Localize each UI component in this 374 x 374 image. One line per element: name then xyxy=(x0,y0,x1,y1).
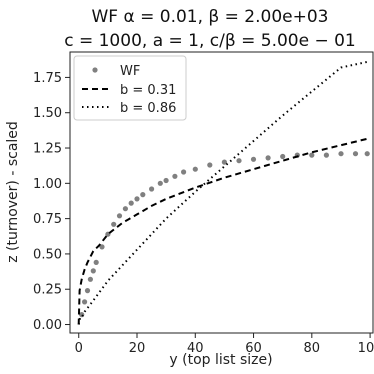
wf-point xyxy=(207,162,213,168)
plot-frame xyxy=(69,51,374,334)
wf-point xyxy=(99,244,105,250)
wf-point xyxy=(149,186,155,192)
legend: WF b = 0.31 b = 0.86 xyxy=(73,55,187,121)
wf-point xyxy=(157,180,163,186)
wf-point xyxy=(128,200,134,206)
wf-point xyxy=(323,152,329,158)
wf-point xyxy=(140,192,146,198)
wf-point xyxy=(82,299,88,305)
wf-point xyxy=(87,276,93,282)
series-line-b2 xyxy=(77,60,368,325)
wf-point xyxy=(122,206,128,212)
legend-marker-wf xyxy=(92,67,98,73)
chart-title-line-2: c = 1000, a = 1, c/β = 5.00e − 01 xyxy=(64,31,356,51)
y-tick-label: 0.25 xyxy=(33,283,62,298)
x-tick-label: 20 xyxy=(129,341,146,356)
legend-label-b1: b = 0.31 xyxy=(120,83,176,98)
y-tick-label: 0.75 xyxy=(33,212,62,227)
x-tick-label: 40 xyxy=(187,341,204,356)
wf-point xyxy=(172,173,178,179)
y-tick-label: 0.50 xyxy=(33,247,62,262)
wf-point xyxy=(250,156,257,162)
wf-point xyxy=(90,268,96,274)
wf-point xyxy=(163,177,169,184)
wf-point xyxy=(309,152,315,158)
legend-box xyxy=(73,55,187,121)
legend-label-b2: b = 0.86 xyxy=(120,101,176,116)
legend-label-wf: WF xyxy=(120,64,140,79)
x-tick-label: 0 xyxy=(75,341,83,356)
plot-area xyxy=(77,60,371,325)
x-tick-label: 80 xyxy=(304,341,321,356)
wf-point xyxy=(364,151,370,157)
x-tick-label: 60 xyxy=(245,341,262,356)
wf-point xyxy=(352,151,359,157)
y-tick-label: 1.75 xyxy=(33,71,62,86)
wf-point xyxy=(134,196,140,202)
y-tick-label: 1.50 xyxy=(33,106,62,121)
wf-point xyxy=(338,151,344,157)
x-axis-label: y (top list size) xyxy=(169,352,272,368)
wf-point xyxy=(280,153,286,160)
axis-ticks: 0 20 40 60 80 100 0.00 0.25 0.50 0.75 1.00 1.25 1.50… xyxy=(33,71,374,356)
y-tick-label: 1.25 xyxy=(33,142,62,157)
x-tick-label: 100 xyxy=(358,341,374,356)
chart-title-line-1: WF α = 0.01, β = 2.00e+03 xyxy=(92,7,329,27)
wf-point xyxy=(192,166,198,172)
wf-point xyxy=(93,259,99,265)
wf-point xyxy=(84,288,91,294)
wf-point xyxy=(181,169,187,175)
wf-point xyxy=(221,159,227,165)
wf-point xyxy=(236,158,242,164)
wf-point xyxy=(265,155,271,161)
y-tick-label: 0.00 xyxy=(33,318,62,333)
y-axis-label: z (turnover) - scaled xyxy=(5,121,21,263)
wf-point xyxy=(111,221,117,227)
y-tick-label: 1.00 xyxy=(33,177,62,192)
series-line-b1 xyxy=(77,137,371,325)
wf-point xyxy=(116,213,123,219)
